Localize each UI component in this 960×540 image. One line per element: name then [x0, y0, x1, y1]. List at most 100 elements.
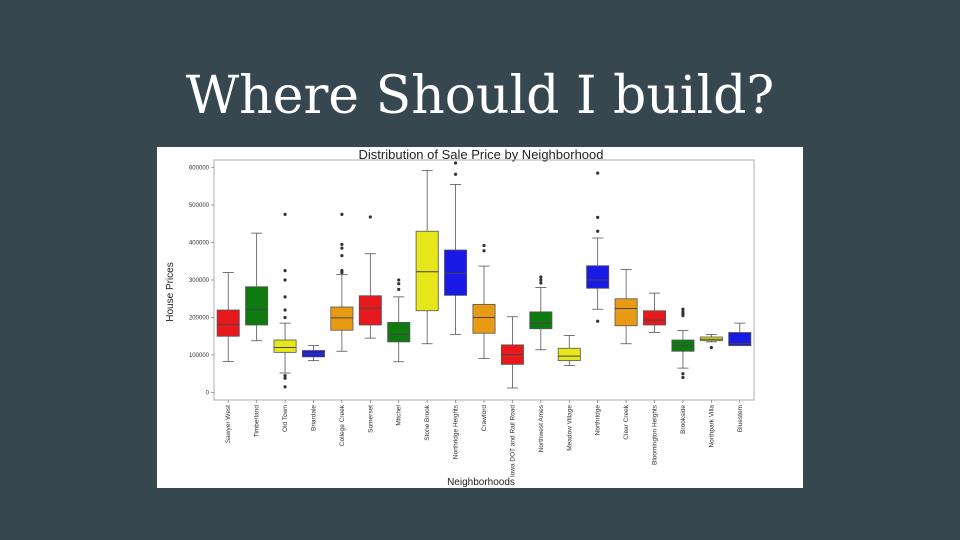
x-tick-label: Sawyer West	[225, 405, 232, 443]
box-group	[557, 335, 581, 366]
box-iqr	[444, 249, 468, 296]
outlier-point	[397, 287, 401, 291]
y-axis-label: House Prices	[165, 262, 176, 321]
y-tick-label: 300000	[189, 278, 210, 284]
x-tick-label: Briardale	[310, 405, 317, 431]
box-group	[415, 170, 439, 345]
outlier-point	[596, 215, 600, 219]
box-group	[614, 269, 638, 345]
box-group	[301, 345, 325, 362]
box-series	[216, 161, 752, 389]
box-iqr	[358, 295, 382, 326]
outlier-point	[283, 269, 287, 273]
x-tick-label: Clear Creek	[623, 404, 630, 439]
outlier-point	[453, 161, 458, 165]
outlier-point	[539, 281, 543, 285]
y-tick-label: 100000	[189, 353, 210, 359]
outlier-point	[596, 171, 600, 175]
x-tick-label: Bloomington Heights	[652, 404, 659, 465]
x-tick-label: Stone Brook	[424, 404, 431, 441]
box-iqr	[415, 230, 439, 312]
outlier-point	[681, 307, 685, 311]
outlier-point	[453, 172, 458, 176]
box-iqr	[245, 286, 269, 326]
box-group	[387, 278, 411, 363]
x-tick-label: Timberland	[254, 405, 261, 438]
x-axis-ticks: Sawyer West Timberland Old Town Briardale Co…	[225, 400, 744, 477]
x-tick-label: Northridge Heights	[453, 404, 460, 459]
box-group	[245, 232, 269, 342]
outlier-point	[482, 243, 486, 248]
outlier-point	[283, 308, 287, 312]
outlier-point	[368, 215, 372, 219]
x-tick-label: Somerset	[367, 405, 374, 433]
box-group	[273, 212, 297, 389]
box-group	[216, 272, 240, 362]
outlier-point	[681, 375, 685, 380]
x-tick-label: Old Town	[282, 405, 289, 432]
chart-panel: Distribution of Sale Price by Neighborho…	[157, 147, 803, 488]
outlier-point	[283, 315, 287, 320]
y-axis-ticks: 0 100000 200000 300000 400000 500000 600000	[189, 166, 214, 397]
y-tick-label: 500000	[189, 203, 210, 209]
outlier-point	[681, 314, 685, 318]
box-iqr	[643, 310, 667, 326]
box-iqr	[728, 332, 752, 347]
x-axis-label: Neighborhoods	[447, 477, 515, 488]
box-group	[586, 171, 610, 323]
outlier-point	[340, 212, 344, 216]
outlier-point	[709, 345, 713, 350]
box-iqr	[586, 265, 610, 289]
outlier-point	[340, 270, 344, 275]
box-iqr	[614, 298, 638, 327]
box-group	[500, 316, 524, 389]
x-tick-label: Mitchel	[396, 404, 403, 425]
outlier-point	[340, 242, 344, 246]
box-group	[330, 212, 354, 352]
outlier-point	[539, 278, 543, 282]
chart-title: Distribution of Sale Price by Neighborho…	[359, 147, 604, 162]
outlier-point	[283, 278, 287, 282]
box-group	[671, 307, 695, 380]
box-plot-chart: Distribution of Sale Price by Neighborho…	[165, 147, 755, 488]
box-iqr	[557, 347, 581, 362]
y-tick-label: 600000	[189, 166, 210, 172]
outlier-point	[681, 372, 685, 376]
y-tick-label: 0	[206, 391, 210, 397]
outlier-point	[482, 249, 486, 253]
outlier-point	[283, 374, 287, 378]
x-tick-label: Crawford	[481, 405, 488, 432]
box-group	[728, 322, 752, 347]
outlier-point	[340, 254, 344, 258]
outlier-point	[596, 229, 600, 233]
box-group	[472, 243, 496, 359]
outlier-point	[397, 278, 401, 282]
x-tick-label: Northridge	[595, 405, 602, 436]
y-tick-label: 200000	[189, 316, 210, 322]
outlier-point	[539, 275, 543, 279]
box-group	[643, 292, 667, 333]
box-group	[529, 275, 553, 351]
box-iqr	[472, 303, 496, 334]
box-iqr	[216, 309, 240, 337]
x-tick-label: Brookside	[680, 405, 687, 434]
box-iqr	[529, 311, 553, 330]
outlier-point	[283, 295, 287, 299]
x-tick-label: Iowa DOT and Rail Road	[509, 405, 516, 478]
box-group	[444, 161, 468, 335]
x-tick-label: Meadow Village	[566, 405, 573, 451]
x-tick-label: College Creek	[339, 404, 346, 446]
outlier-point	[596, 319, 600, 323]
outlier-point	[283, 212, 287, 216]
slide-title: Where Should I build?	[185, 66, 775, 126]
box-group	[358, 215, 382, 339]
box-iqr	[387, 321, 411, 343]
x-tick-label: Bluestem	[737, 405, 744, 432]
outlier-point	[283, 385, 287, 389]
outlier-point	[283, 376, 287, 380]
y-tick-label: 400000	[189, 241, 210, 247]
box-iqr	[273, 339, 297, 353]
x-tick-label: Northwest Ames	[538, 404, 545, 452]
outlier-point	[397, 282, 401, 286]
box-iqr	[330, 306, 354, 331]
